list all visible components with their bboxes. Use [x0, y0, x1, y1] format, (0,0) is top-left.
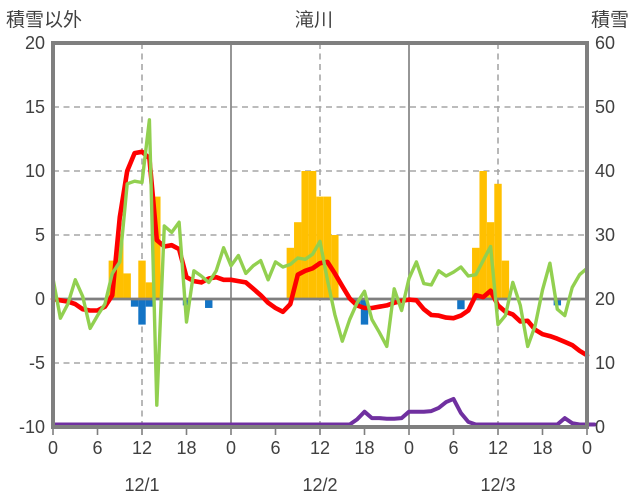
right-axis-tick-label: 0 [595, 417, 605, 437]
precipitation-bar [494, 183, 502, 299]
chart-generated-content: 0 6 12 18 0 6 12 18 0 6 12 18 012/1 12/2 12/320151050-… [19, 33, 615, 495]
right-axis-tick-label: 50 [595, 97, 615, 117]
x-tick-label: 0 [404, 438, 414, 458]
precipitation-bar [138, 260, 146, 299]
negative-value-bar [145, 299, 154, 307]
green-data-line [51, 118, 589, 407]
right-axis-tick-label: 40 [595, 161, 615, 181]
x-tick-label: 6 [92, 438, 102, 458]
precipitation-bar [479, 171, 487, 299]
precipitation-bar [116, 235, 124, 299]
precipitation-bar [331, 235, 339, 299]
precipitation-bar [294, 222, 302, 299]
left-axis-tick-label: -10 [19, 417, 45, 437]
day-label: 12/2 [302, 475, 337, 495]
x-tick-label: 12 [132, 438, 152, 458]
left-axis-tick-label: 0 [35, 289, 45, 309]
x-tick-label: 12 [488, 438, 508, 458]
snow-depth-line [51, 396, 597, 427]
right-axis-tick-label: 10 [595, 353, 615, 373]
precipitation-bar [323, 196, 332, 299]
precipitation-bar [123, 273, 131, 299]
red-data-line [50, 149, 590, 358]
day-label: 12/3 [480, 475, 515, 495]
left-axis-title: 積雪以外 [6, 9, 82, 31]
negative-value-bar [205, 299, 213, 308]
chart-title: 滝川 [295, 9, 333, 31]
left-axis-tick-label: 20 [25, 33, 45, 53]
negative-value-bar [457, 299, 465, 310]
left-axis-tick-label: -5 [29, 353, 45, 373]
plot-border [51, 41, 589, 429]
x-tick-label: 18 [176, 438, 196, 458]
left-axis-tick-label: 10 [25, 161, 45, 181]
negative-value-bar [138, 299, 146, 325]
right-axis-tick-label: 30 [595, 225, 615, 245]
left-axis-tick-label: 5 [35, 225, 45, 245]
left-axis-tick-label: 15 [25, 97, 45, 117]
right-axis-tick-label: 20 [595, 289, 615, 309]
x-tick-label: 12 [310, 438, 330, 458]
x-tick-label: 18 [532, 438, 552, 458]
precipitation-bar [286, 247, 295, 299]
x-tick-label: 6 [448, 438, 458, 458]
precipitation-bar [308, 171, 317, 299]
day-label: 12/1 [124, 475, 159, 495]
x-tick-label: 6 [270, 438, 280, 458]
x-tick-label: 18 [354, 438, 374, 458]
x-tick-label: 0 [226, 438, 236, 458]
x-tick-label: 0 [582, 438, 592, 458]
negative-value-bar [360, 299, 369, 325]
right-axis-title: 積雪 [591, 9, 629, 31]
precipitation-bar [301, 171, 309, 299]
right-axis-tick-label: 60 [595, 33, 615, 53]
negative-value-bar [130, 299, 139, 307]
precipitation-bar [501, 260, 510, 299]
precipitation-bar [145, 282, 154, 299]
x-tick-label: 0 [48, 438, 58, 458]
precipitation-bar [153, 196, 161, 299]
